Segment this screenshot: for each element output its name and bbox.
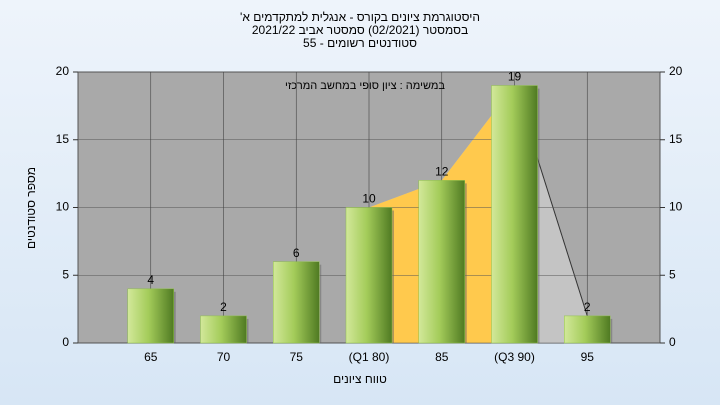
value-label: 12 <box>435 165 449 179</box>
x-tick-label: (Q1 80) <box>349 350 390 364</box>
y-tick-label: 15 <box>56 132 70 146</box>
bar <box>564 315 611 344</box>
bar <box>345 207 393 344</box>
y-tick-label: 10 <box>56 200 70 214</box>
y2-tick-label: 5 <box>669 267 676 281</box>
bar <box>273 261 320 344</box>
y-axis-label: מספר סטודנטים <box>24 167 38 249</box>
y2-tick-label: 10 <box>669 200 683 214</box>
bar <box>491 85 538 344</box>
chart-title: היסטוגרמת ציונים בקורס - אנגלית למתקדמים… <box>240 10 480 24</box>
value-label: 4 <box>147 273 154 287</box>
y-tick-label: 0 <box>62 335 69 349</box>
y2-tick-label: 15 <box>669 132 683 146</box>
x-tick-label: (Q3 90) <box>494 350 535 364</box>
bar <box>200 315 247 344</box>
value-label: 2 <box>220 300 227 314</box>
x-tick-label: 70 <box>217 350 231 364</box>
y2-tick-label: 0 <box>669 335 676 349</box>
annotation: במשימה : ציון סופי במחשב המרכזי <box>285 80 445 92</box>
value-label: 2 <box>584 300 591 314</box>
value-label: 10 <box>362 192 376 206</box>
x-tick-label: 95 <box>581 350 595 364</box>
x-axis-label: טווח ציונים <box>333 372 387 386</box>
value-label: 6 <box>293 246 300 260</box>
x-tick-label: 65 <box>144 350 158 364</box>
chart-subtitle: סטודנטים רשומים - 55 <box>303 36 417 50</box>
bar <box>127 288 174 344</box>
y-tick-label: 20 <box>56 64 70 78</box>
value-label: 19 <box>508 70 522 84</box>
bar <box>418 180 465 344</box>
x-tick-label: 85 <box>435 350 449 364</box>
y2-tick-label: 20 <box>669 64 683 78</box>
x-tick-label: 75 <box>290 350 304 364</box>
chart-subtitle: בסמסטר (02/2021) סמסטר אביב 2021/22 <box>252 23 468 37</box>
y-tick-label: 5 <box>62 267 69 281</box>
